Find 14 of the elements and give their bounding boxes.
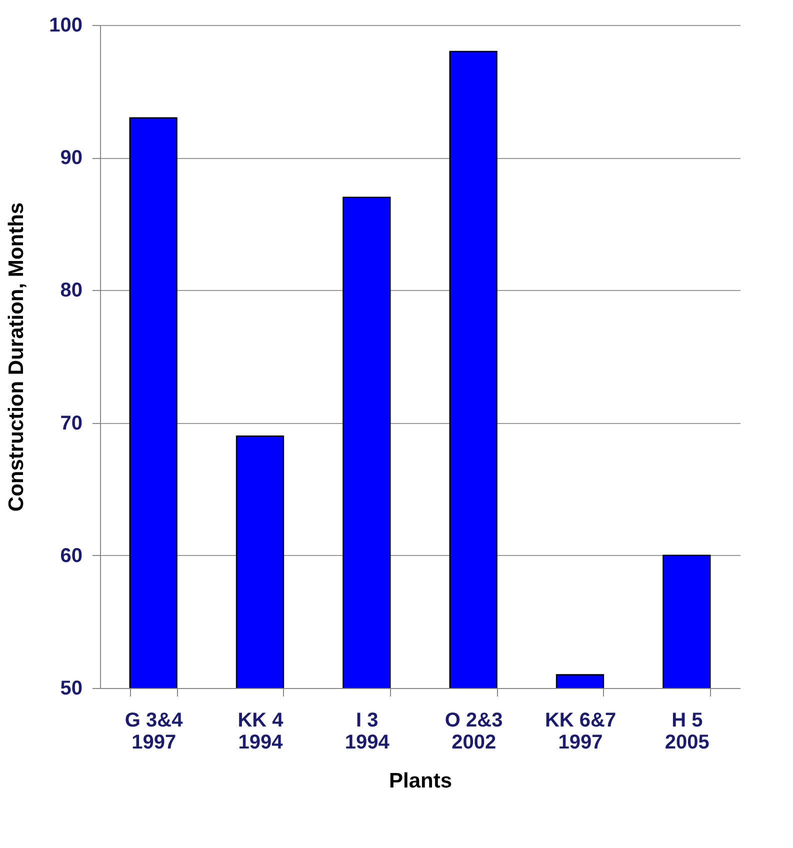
x-tick-label: G 3&4 1997 [124,710,184,754]
y-tick-label: 70 [60,412,82,434]
x-tick-label: KK 4 1994 [238,710,284,754]
y-tick-label: 100 [49,14,82,36]
y-axis-title: Construction Duration, Months [5,202,28,512]
x-tick-label: O 2&3 2002 [444,710,503,754]
x-tick-label: I 3 1994 [344,710,390,754]
x-tick-label: H 5 2005 [664,710,710,754]
y-tick-label: 60 [60,544,82,567]
y-tick-label: 90 [60,147,82,170]
y-tick-label: 80 [60,280,82,302]
x-tick-label: KK 6&7 1997 [544,710,616,754]
x-axis-title: Plants [388,770,452,792]
y-tick-label: 50 [60,678,82,700]
